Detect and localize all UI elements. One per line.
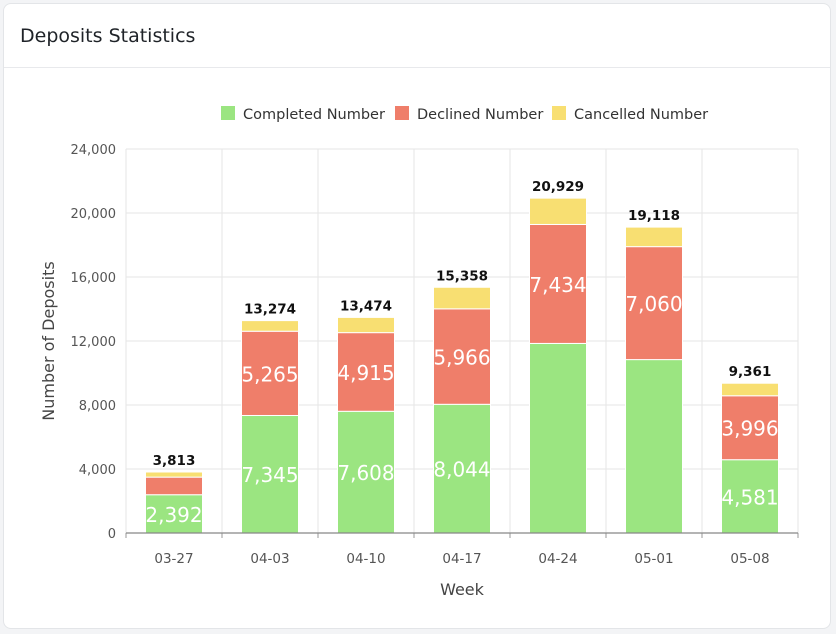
x-tick-label: 04-17: [442, 551, 481, 567]
x-tick-label: 04-24: [538, 551, 577, 567]
legend-swatch[interactable]: [395, 106, 409, 120]
bar-total-label: 19,118: [628, 208, 680, 224]
bar-segment-completed[interactable]: [529, 342, 587, 534]
card-header: Deposits Statistics: [4, 4, 830, 68]
legend-swatch[interactable]: [552, 106, 566, 120]
bar-segment-cancelled[interactable]: [241, 320, 299, 332]
bar-segment-cancelled[interactable]: [337, 316, 395, 334]
bar-data-label: 7,434: [529, 273, 586, 297]
bar-segment-cancelled[interactable]: [145, 471, 203, 478]
bar-total-label: 15,358: [436, 268, 488, 284]
bar-data-label: 3,996: [721, 417, 778, 441]
bar-segment-declined[interactable]: [529, 223, 587, 344]
bar-segment-completed[interactable]: [625, 359, 683, 534]
y-tick-label: 8,000: [79, 399, 116, 414]
bar-segment-cancelled[interactable]: [721, 382, 779, 397]
bar-data-label: 7,060: [625, 292, 682, 316]
y-tick-label: 16,000: [71, 271, 117, 286]
y-tick-label: 24,000: [71, 143, 117, 158]
bar-data-label: 8,044: [433, 458, 490, 482]
legend-swatch[interactable]: [221, 106, 235, 120]
y-axis-title: Number of Deposits: [39, 261, 58, 420]
stacked-bar-chart: 0 4,000 8,000 12,000 16,000 20,000 24,000 2,392…: [39, 106, 799, 599]
y-tick-label: 20,000: [71, 207, 117, 222]
bar-segment-completed[interactable]: [241, 414, 299, 534]
x-axis-title: Week: [440, 580, 485, 599]
bar-segment-declined[interactable]: [145, 476, 203, 496]
y-tick-label: 0: [108, 527, 116, 542]
bar-total-label: 13,474: [340, 298, 392, 314]
bar-data-label: 5,966: [433, 346, 490, 370]
y-tick-label: 4,000: [79, 463, 116, 478]
bar-segment-declined[interactable]: [721, 395, 779, 461]
bar-segment-declined[interactable]: [625, 246, 683, 361]
x-tick-label: 03-27: [154, 551, 193, 567]
x-tick-label: 04-03: [250, 551, 289, 567]
chart-container: 0 4,000 8,000 12,000 16,000 20,000 24,000 2,392…: [4, 4, 830, 628]
x-tick-label: 05-08: [730, 551, 769, 567]
bar-segment-completed[interactable]: [337, 410, 395, 534]
y-tick-label: 12,000: [71, 335, 117, 350]
bar-data-label: 2,392: [145, 503, 202, 527]
bar-data-label: 5,265: [241, 362, 298, 386]
x-tick-label: 04-10: [346, 551, 385, 567]
bar-total-label: 3,813: [153, 453, 196, 469]
card-title: Deposits Statistics: [20, 24, 196, 47]
bar-data-label: 7,608: [337, 461, 394, 485]
bar-total-label: 20,929: [532, 179, 584, 195]
bar-segment-cancelled[interactable]: [433, 286, 491, 310]
x-tick-label: 05-01: [634, 551, 673, 567]
deposits-statistics-card: Deposits Statistics 0 4,000 8,000 12,000 16,…: [3, 3, 831, 629]
legend-label: Completed Number: [243, 107, 385, 123]
bar-segment-cancelled[interactable]: [529, 197, 587, 225]
bar-segment-cancelled[interactable]: [625, 226, 683, 248]
bar-data-label: 7,345: [241, 463, 298, 487]
legend-label: Declined Number: [417, 107, 543, 123]
bar-data-label: 4,581: [721, 485, 778, 509]
bar-segment-declined[interactable]: [241, 330, 299, 416]
legend-label: Cancelled Number: [574, 107, 708, 123]
bar-total-label: 9,361: [729, 364, 772, 380]
bar-data-label: 4,915: [337, 361, 394, 385]
bar-total-label: 13,274: [244, 302, 296, 318]
bar-segment-declined[interactable]: [433, 308, 491, 405]
bar-segment-declined[interactable]: [337, 332, 395, 412]
